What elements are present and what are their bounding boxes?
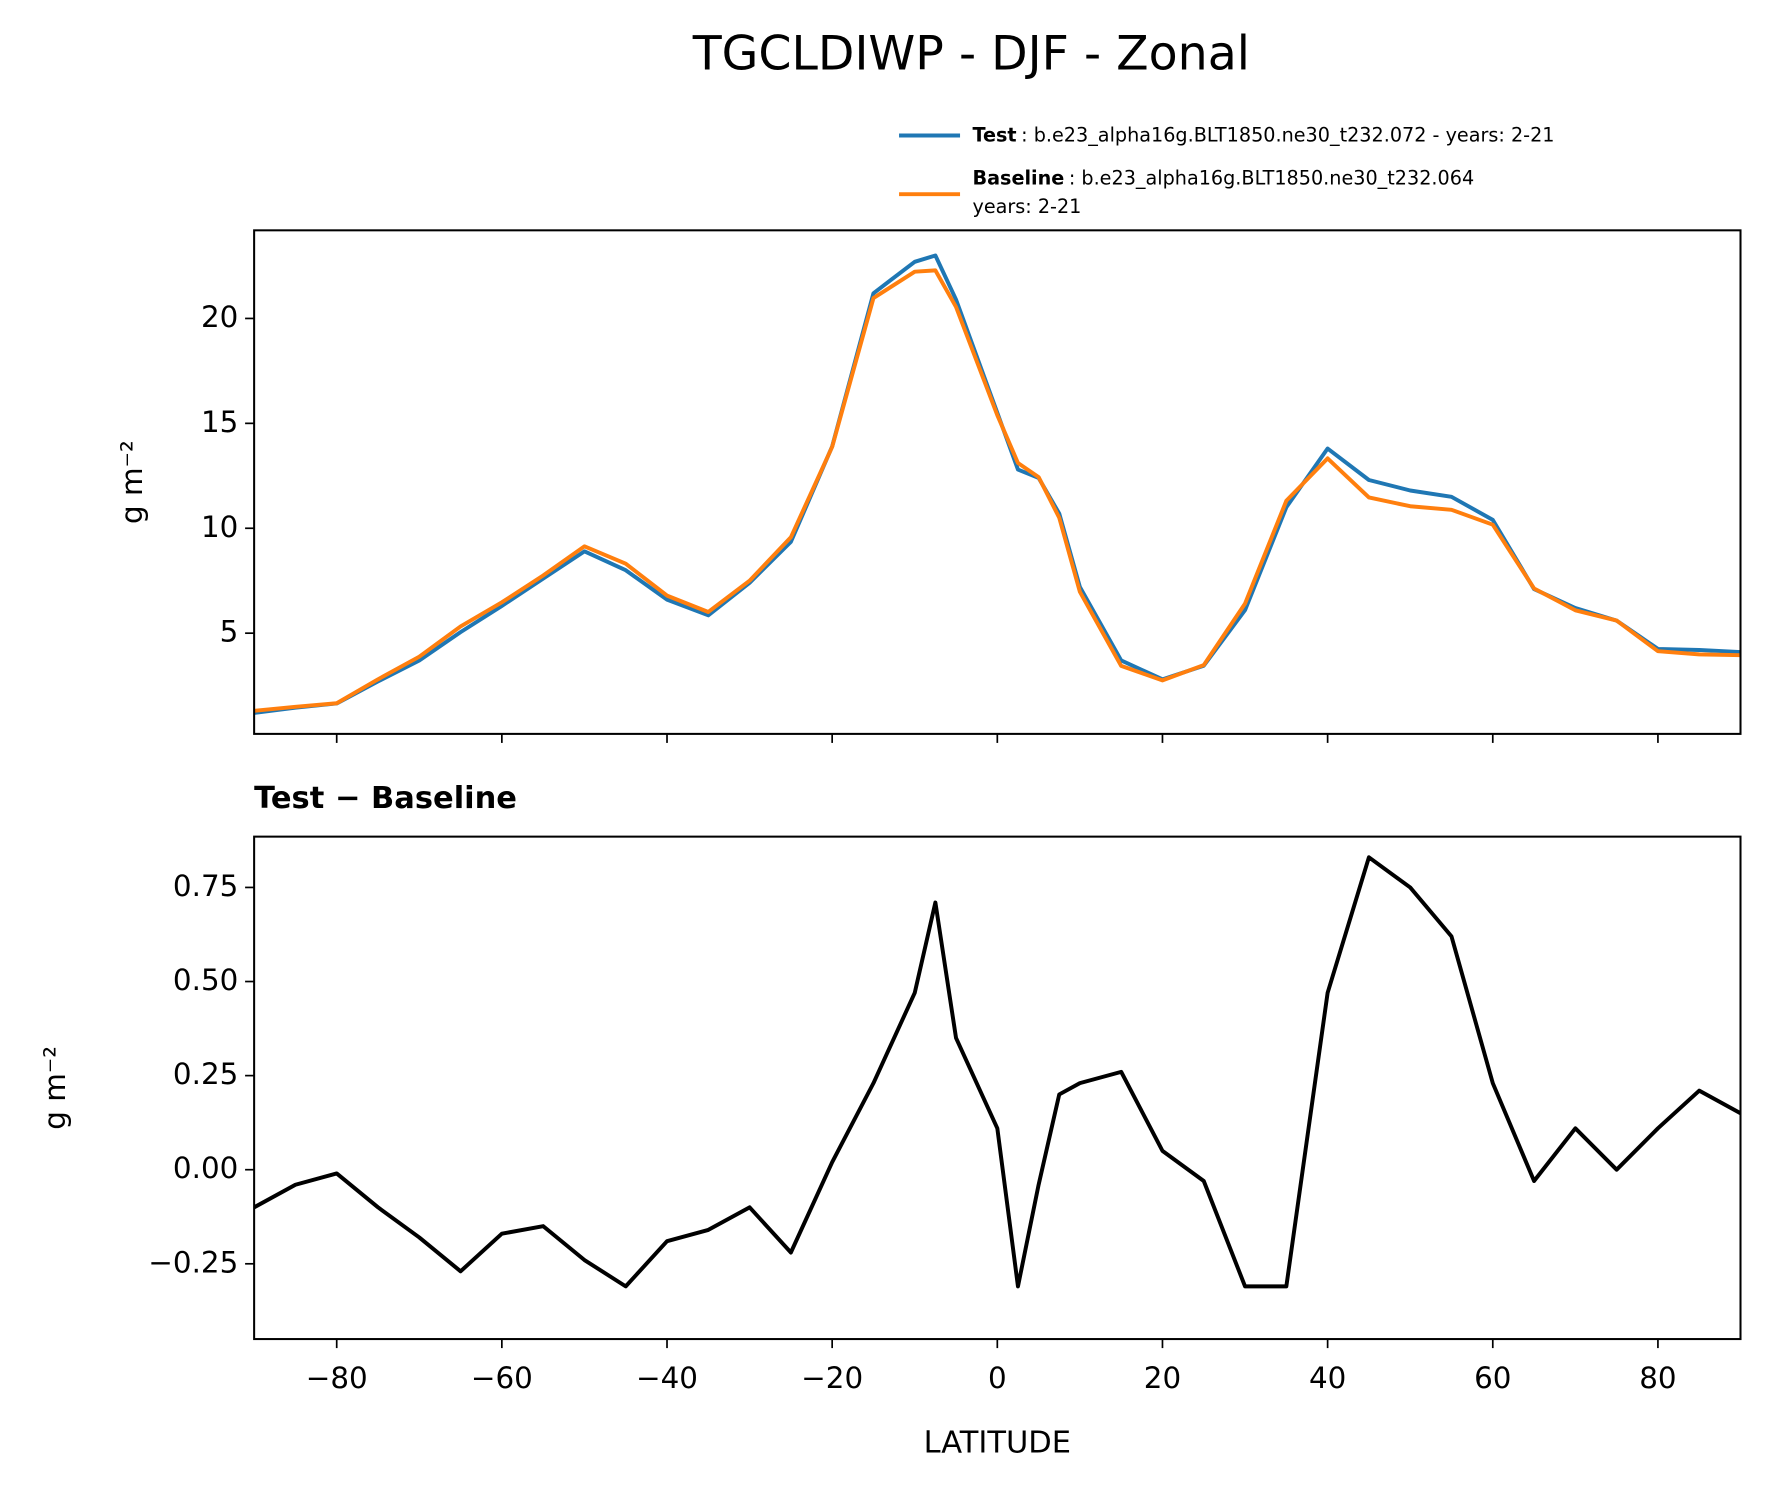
series-line (254, 253, 1741, 715)
legend-entry: Test: b.e23_alpha16g.BLT1850.ne30_t232.0… (972, 123, 1554, 146)
y-tick-label: 20 (201, 300, 238, 334)
axes-frame (253, 229, 1742, 735)
x-tick-label: 20 (1144, 1361, 1181, 1395)
x-axis-label: LATITUDE (924, 1426, 1071, 1461)
x-tick-label: 60 (1474, 1361, 1511, 1395)
x-tick-label: −20 (801, 1361, 863, 1395)
legend-text: years: 2-21 (972, 195, 1081, 218)
y-tick-label: 10 (201, 510, 238, 544)
y-tick-label: 0.00 (173, 1151, 238, 1185)
x-tick-label: 80 (1639, 1361, 1676, 1395)
legend-text: : b.e23_alpha16g.BLT1850.ne30_t232.072 -… (1021, 123, 1554, 146)
y-axis-label: g m⁻² (38, 1046, 72, 1130)
y-tick-label: 5 (220, 615, 239, 649)
y-tick-label: −0.25 (148, 1245, 238, 1279)
x-tick-label: −40 (636, 1361, 698, 1395)
x-tick-label: −60 (471, 1361, 533, 1395)
x-tick-label: −80 (306, 1361, 368, 1395)
panel-title: Test − Baseline (254, 781, 517, 816)
series-line (254, 268, 1741, 713)
x-tick-label: 0 (988, 1361, 1007, 1395)
x-tick-label: 40 (1309, 1361, 1346, 1395)
legend-name: Test (972, 123, 1016, 146)
axes-frame (253, 835, 1742, 1341)
legend-name: Baseline (972, 166, 1064, 189)
figure-title: TGCLDIWP - DJF - Zonal (692, 26, 1250, 81)
series-line (254, 855, 1741, 1289)
y-tick-label: 0.75 (173, 869, 238, 903)
legend-entry: Baseline: b.e23_alpha16g.BLT1850.ne30_t2… (972, 166, 1474, 189)
y-tick-label: 15 (201, 405, 238, 439)
y-tick-label: 0.25 (173, 1057, 238, 1091)
legend-text: : b.e23_alpha16g.BLT1850.ne30_t232.064 (1069, 166, 1474, 189)
y-axis-label: g m⁻² (115, 440, 149, 524)
y-tick-label: 0.50 (173, 963, 238, 997)
